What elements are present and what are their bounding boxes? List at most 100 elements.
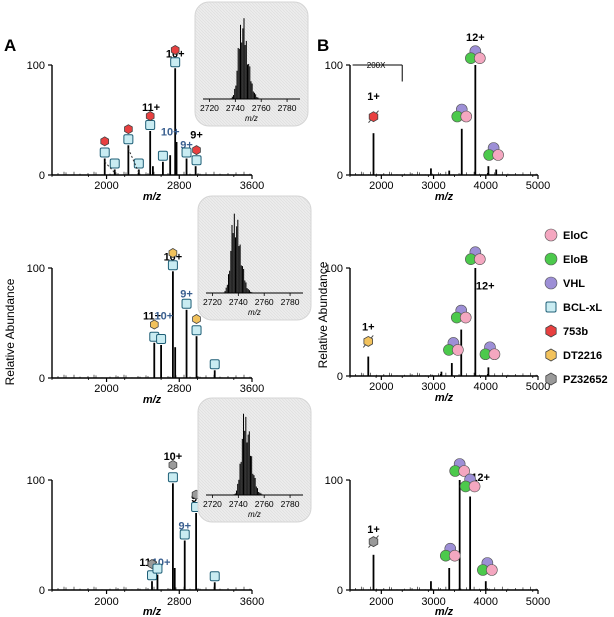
bcl-xl-square-icon <box>123 134 134 145</box>
dt2216-legend-icon <box>545 348 557 362</box>
x-tick-label: 2800 <box>167 383 191 395</box>
x-tick-label: 4000 <box>474 180 498 192</box>
inset-x-tick-label: 2780 <box>281 297 300 307</box>
ligand-hexagon-icon <box>192 145 201 156</box>
y-tick-label: 100 <box>325 475 343 487</box>
dashed-link <box>104 161 116 174</box>
x-tick-label: 2800 <box>167 596 191 608</box>
x-tick-label: 3600 <box>240 180 264 192</box>
y-tick-label: 100 <box>27 263 45 275</box>
bcl-xl-square-icon <box>152 563 163 574</box>
charge-label: 9+ <box>190 130 203 142</box>
legend-label: EloB <box>563 254 588 266</box>
scale-marker-label: 200X <box>367 61 386 70</box>
complex-glyphs-b1: 200X <box>352 45 504 161</box>
inset-x-tick-label: 2760 <box>252 103 271 113</box>
eloc-circle-icon <box>460 110 473 123</box>
753b-legend-icon <box>545 324 557 338</box>
inset-x-tick-label: 2740 <box>229 297 248 307</box>
inset-x-tick-label: 2740 <box>229 499 248 509</box>
legend-label: BCL-xL <box>563 302 602 314</box>
bcl-xl-square-icon <box>181 147 192 158</box>
x-tick-label: 2000 <box>369 180 393 192</box>
x-axis-label: m/z <box>143 191 162 203</box>
x-tick-label: 3000 <box>421 596 445 608</box>
inset-background <box>194 1 309 127</box>
x-tick-label: 2000 <box>94 383 118 395</box>
y-tick-label: 0 <box>39 585 45 597</box>
inset-x-axis-label: m/z <box>248 510 261 519</box>
legend-label: VHL <box>563 278 585 290</box>
x-tick-label: 3000 <box>421 180 445 192</box>
x-tick-label: 2000 <box>369 381 393 393</box>
x-tick-label: 5000 <box>526 596 550 608</box>
x-tick-label: 5000 <box>526 180 550 192</box>
inset-background <box>197 397 312 523</box>
bcl-xl-square-icon <box>181 298 192 309</box>
ligand-hexagon-icon <box>363 335 374 347</box>
elob-legend-icon <box>544 252 558 266</box>
vhl-legend-icon <box>544 276 558 290</box>
x-tick-label: 3600 <box>240 383 264 395</box>
bcl-xl-square-icon <box>156 334 167 344</box>
ligand-hexagon-icon <box>368 111 379 123</box>
eloc-circle-icon <box>458 465 470 477</box>
eloc-circle-icon <box>448 549 461 562</box>
charge-label: 10+ <box>161 126 180 138</box>
x-tick-label: 3600 <box>240 596 264 608</box>
ligand-hexagon-icon <box>149 319 159 330</box>
inset-x-tick-label: 2760 <box>255 297 274 307</box>
charge-label: 12+ <box>476 281 495 293</box>
x-axis-label: m/z <box>143 394 162 406</box>
eloc-circle-icon <box>474 52 486 65</box>
y-tick-label: 0 <box>337 170 343 182</box>
panel-label-a: A <box>4 36 16 55</box>
ligand-hexagon-icon <box>368 536 379 548</box>
bcl-xl-square-icon <box>145 120 156 130</box>
y-tick-label: 0 <box>337 585 343 597</box>
inset-3: 2720 2740 2760 2780 m/z <box>197 397 312 523</box>
chart-B2: 0 100 2000 3000 4000 5000 m/z 12+ 1+ <box>325 263 551 404</box>
charge-label: 1+ <box>367 91 380 103</box>
dashed-link <box>127 148 140 173</box>
eloc-legend-icon <box>544 228 558 242</box>
bcl-xl-square-icon <box>167 260 178 271</box>
y-tick-label: 100 <box>325 60 343 72</box>
charge-label: 1+ <box>367 524 380 536</box>
inset-2: 2720 2740 2760 2780 m/z <box>197 195 312 321</box>
legend-label: PZ32652 <box>563 374 608 386</box>
ligand-hexagon-icon <box>168 460 178 470</box>
legend-label: EloC <box>563 230 588 242</box>
x-tick-label: 4000 <box>474 381 498 393</box>
eloc-circle-icon <box>492 149 504 161</box>
pz32652-legend-icon <box>545 372 557 386</box>
ligand-hexagon-icon <box>100 136 109 147</box>
complex-glyphs-a1 <box>99 45 202 174</box>
inset-x-tick-label: 2780 <box>278 103 297 113</box>
eloc-circle-icon <box>474 253 486 266</box>
ligand-hexagon-icon <box>170 45 180 55</box>
bcl-xl-square-icon <box>167 472 178 483</box>
bcl-xl-square-icon <box>157 150 168 161</box>
charge-label: 10+ <box>164 451 183 463</box>
bcl-xl-square-icon <box>109 158 120 169</box>
x-axis-label: m/z <box>143 606 162 617</box>
ligand-hexagon-icon <box>168 248 178 258</box>
complex-glyphs-a2 <box>149 248 220 370</box>
bcl-xl-square-icon <box>209 571 220 582</box>
charge-label: 1+ <box>362 322 375 334</box>
bcl-xl-square-icon <box>99 147 110 158</box>
inset-x-tick-label: 2720 <box>203 499 222 509</box>
inset-1: 2720 2740 2760 2780 m/z <box>194 1 309 127</box>
chart-B1: 0 100 2000 3000 4000 5000 m/z 12+ 1+ <box>325 32 551 203</box>
legend-label: DT2216 <box>563 350 602 362</box>
bcl-xl-square-icon <box>191 325 202 336</box>
complex-glyphs-b3 <box>368 458 498 576</box>
ligand-hexagon-icon <box>192 314 201 324</box>
legend: EloC EloB VHL BCL-xL 753b DT2216 PZ32652 <box>544 228 608 386</box>
inset-x-tick-label: 2720 <box>200 103 219 113</box>
